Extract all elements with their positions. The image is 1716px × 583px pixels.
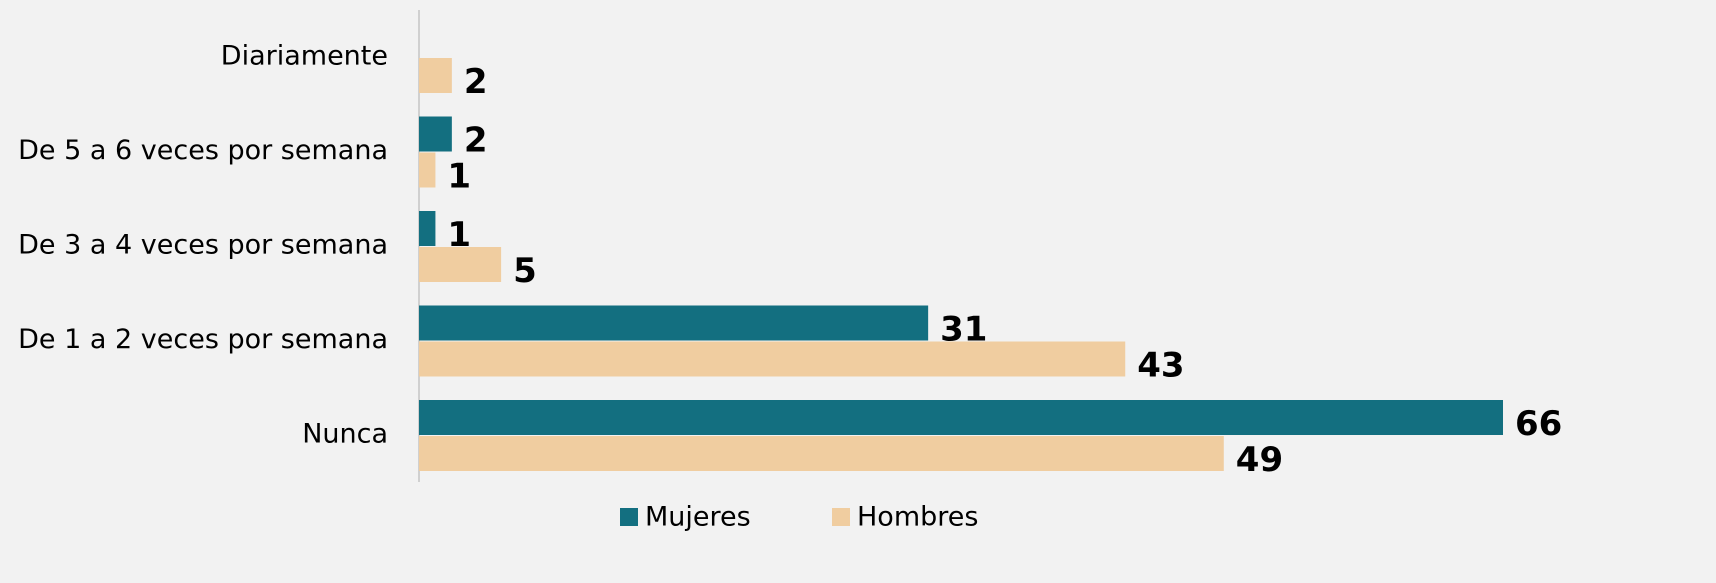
legend-label: Mujeres — [645, 502, 751, 533]
category-label: De 5 a 6 veces por semana — [18, 135, 388, 166]
bar — [419, 341, 1126, 377]
value-label: 43 — [1137, 346, 1184, 386]
value-label: 2 — [464, 62, 488, 102]
bar — [419, 58, 452, 93]
value-label: 49 — [1236, 440, 1283, 480]
legend-swatch — [832, 508, 850, 526]
value-label: 66 — [1515, 404, 1562, 444]
bar — [419, 152, 436, 188]
value-label: 1 — [447, 157, 471, 197]
legend-swatch — [620, 508, 638, 526]
category-label: De 1 a 2 veces por semana — [18, 324, 388, 355]
bar — [419, 116, 452, 152]
bar — [419, 436, 1224, 471]
bar — [419, 400, 1503, 435]
category-label: De 3 a 4 veces por semana — [18, 230, 388, 261]
value-label: 5 — [513, 251, 537, 291]
bar — [419, 211, 436, 246]
bar — [419, 305, 929, 341]
category-label: Diariamente — [221, 41, 388, 72]
value-label: 1 — [447, 215, 471, 255]
bar — [419, 247, 502, 282]
category-label: Nunca — [302, 419, 388, 450]
value-label: 2 — [464, 121, 488, 161]
legend-label: Hombres — [857, 502, 978, 533]
